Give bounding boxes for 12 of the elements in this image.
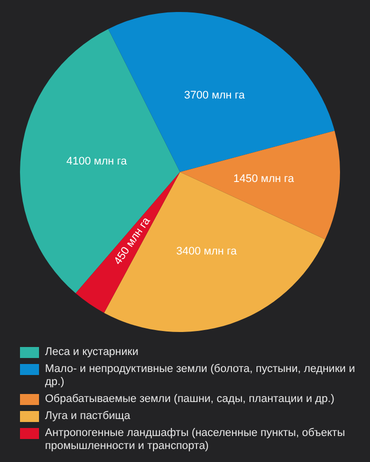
data-label: 3700 млн га	[184, 89, 246, 102]
legend-label: Мало- и непродуктивные земли (болота, пустыни, ледники и др.)	[45, 363, 356, 389]
data-label: 4100 млн га	[66, 156, 128, 168]
legend-label: Леса и кустарники	[45, 346, 138, 359]
data-label: 450 млн га	[112, 214, 154, 267]
data-label: 3400 млн га	[176, 246, 238, 258]
legend-label: Луга и пастбища	[45, 410, 130, 423]
legend-label: Антропогенные ландшафты (населенные пункты, объекты промышленности и транспорта)	[45, 427, 346, 453]
data-label: 1450 млн га	[233, 173, 295, 186]
pie-slice	[180, 130, 340, 240]
pie-slice	[104, 172, 326, 332]
legend-label: Обрабатываемые земли (пашни, сады, плантации и др.)	[45, 393, 334, 406]
